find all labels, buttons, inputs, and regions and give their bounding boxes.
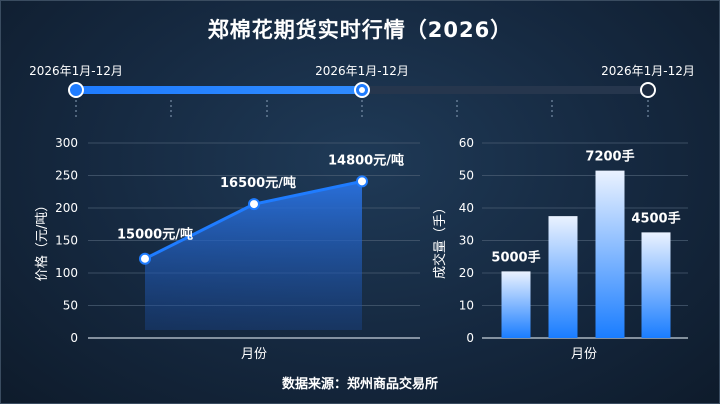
timeline-progress bbox=[76, 86, 362, 94]
price-y-axis-label: 价格（元/吨） bbox=[34, 199, 50, 281]
timeline-node-current-dot bbox=[359, 87, 365, 93]
price-point bbox=[139, 252, 151, 265]
volume-bar bbox=[548, 216, 578, 338]
price-data-label: 14800元/吨 bbox=[328, 152, 404, 168]
price-point bbox=[248, 198, 260, 211]
volume-y-tick-label: 10 bbox=[459, 299, 474, 313]
price-y-ticks: 0 50 100 150 200 250 300 bbox=[55, 136, 78, 345]
volume-bars bbox=[501, 170, 671, 338]
price-y-tick-label: 150 bbox=[55, 234, 78, 248]
price-y-tick-label: 100 bbox=[55, 266, 78, 280]
volume-y-tick-label: 60 bbox=[459, 136, 474, 150]
timeline-label-current: 2026年1月-12月 bbox=[315, 64, 409, 78]
timeline-label-end: 2026年1月-12月 bbox=[601, 64, 695, 78]
price-point bbox=[356, 175, 368, 188]
price-x-axis-label: 月份 bbox=[241, 347, 267, 362]
volume-y-tick-label: 20 bbox=[459, 266, 474, 280]
volume-y-tick-label: 30 bbox=[459, 234, 474, 248]
price-points bbox=[139, 175, 368, 265]
volume-chart: 0 10 20 30 40 50 60 5000手 7200手 4500手 成交量（手） 月份 bbox=[432, 136, 688, 362]
volume-data-label: 4500手 bbox=[631, 210, 680, 226]
price-chart: 0 50 100 150 200 250 300 15000元/吨 16500元/吨 14800… bbox=[34, 136, 420, 362]
volume-bar bbox=[595, 170, 625, 338]
timeline-label-start: 2026年1月-12月 bbox=[29, 64, 123, 78]
volume-data-label: 5000手 bbox=[491, 249, 540, 265]
price-data-label: 16500元/吨 bbox=[220, 175, 296, 191]
volume-bar bbox=[641, 232, 671, 338]
price-y-tick-label: 50 bbox=[63, 299, 78, 313]
price-y-tick-label: 250 bbox=[55, 169, 78, 183]
page-title: 郑棉花期货实时行情（2026） bbox=[207, 18, 513, 42]
volume-data-label: 7200手 bbox=[585, 149, 634, 165]
volume-y-axis-label: 成交量（手） bbox=[432, 201, 448, 279]
volume-bar bbox=[501, 271, 531, 338]
price-grid bbox=[88, 142, 420, 339]
volume-data-labels: 5000手 7200手 4500手 bbox=[491, 149, 680, 266]
volume-y-tick-label: 40 bbox=[459, 201, 474, 215]
price-data-labels: 15000元/吨 16500元/吨 14800元/吨 bbox=[117, 152, 404, 242]
timeline bbox=[68, 82, 656, 118]
volume-y-ticks: 0 10 20 30 40 50 60 bbox=[459, 136, 474, 345]
volume-x-axis-label: 月份 bbox=[571, 347, 597, 362]
volume-y-tick-label: 0 bbox=[466, 331, 474, 345]
data-source: 数据来源：郑州商品交易所 bbox=[281, 377, 438, 392]
price-data-label: 15000元/吨 bbox=[117, 227, 193, 243]
volume-y-tick-label: 50 bbox=[459, 169, 474, 183]
price-y-tick-label: 200 bbox=[55, 201, 78, 215]
price-y-tick-label: 300 bbox=[55, 136, 78, 150]
timeline-ticks bbox=[75, 100, 649, 118]
timeline-node-end[interactable] bbox=[640, 82, 656, 98]
timeline-node-start[interactable] bbox=[68, 82, 84, 98]
price-y-tick-label: 0 bbox=[70, 331, 78, 345]
price-area bbox=[145, 181, 362, 330]
